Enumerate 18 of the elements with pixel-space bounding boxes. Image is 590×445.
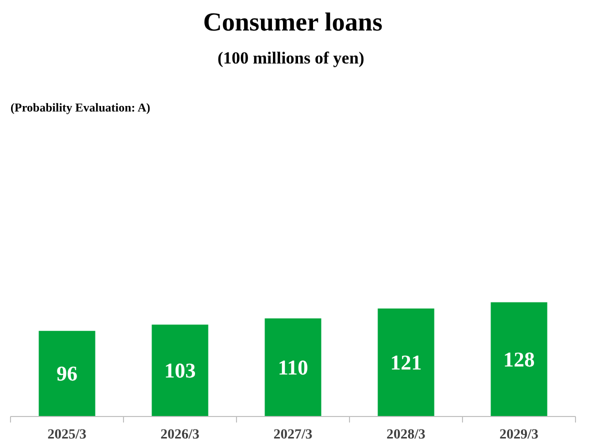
data-label: 103 xyxy=(164,358,196,383)
text: (Probability Evaluation: A) xyxy=(10,100,150,114)
data-label: 96 xyxy=(56,362,78,386)
x-tick-label: 2026/3 xyxy=(160,428,200,442)
chart-title: Consumer loans xyxy=(203,8,382,36)
x-tick-label: 2025/3 xyxy=(48,428,86,442)
bar xyxy=(38,330,96,416)
chart-subtitle: (100 millions of yen) xyxy=(217,48,364,68)
data-label: 128 xyxy=(503,347,535,372)
bar xyxy=(264,318,322,416)
x-tick-label: 2028/3 xyxy=(386,428,426,442)
data-label: 110 xyxy=(278,355,308,380)
bar xyxy=(378,308,434,416)
bar xyxy=(490,302,548,416)
bar xyxy=(152,324,208,416)
x-tick-label: 2027/3 xyxy=(274,428,312,442)
x-tick-label: 2029/3 xyxy=(500,428,538,442)
data-label: 121 xyxy=(390,350,422,375)
